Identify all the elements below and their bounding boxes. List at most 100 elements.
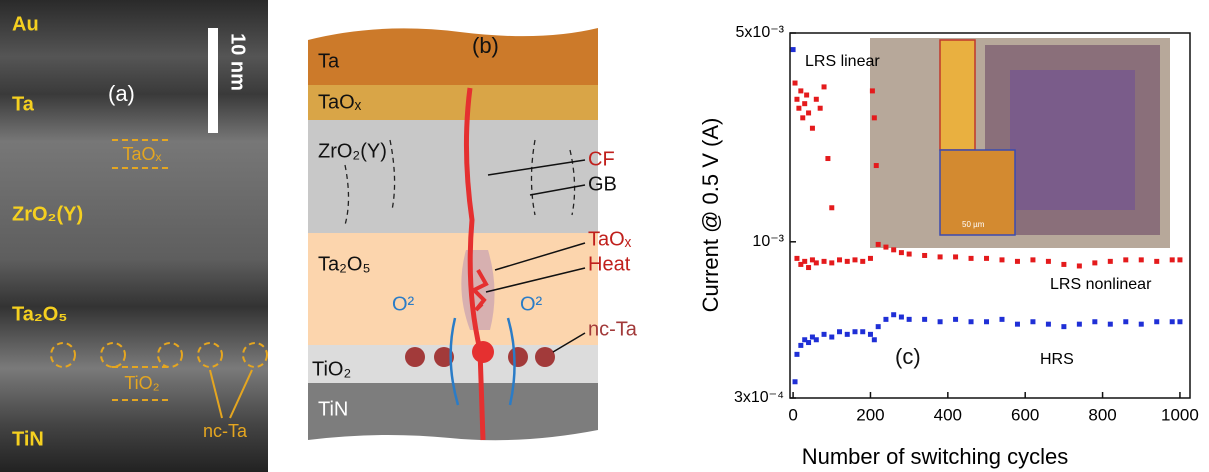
point xyxy=(1077,322,1082,327)
point xyxy=(938,254,943,259)
annotation: GB xyxy=(588,173,617,195)
point xyxy=(984,256,989,261)
y-tick-label: 3x10⁻⁴ xyxy=(734,389,784,406)
point xyxy=(1170,319,1175,324)
point xyxy=(1154,319,1159,324)
point xyxy=(793,81,798,86)
point xyxy=(969,256,974,261)
x-tick-label: 1000 xyxy=(1161,405,1199,424)
point xyxy=(802,101,807,106)
annotation: O² xyxy=(392,293,415,315)
point xyxy=(860,259,865,264)
point xyxy=(837,329,842,334)
panel-label: (b) xyxy=(472,33,499,58)
point xyxy=(1092,319,1097,324)
point xyxy=(829,260,834,265)
point xyxy=(1046,259,1051,264)
point xyxy=(804,93,809,98)
point xyxy=(969,319,974,324)
point xyxy=(822,84,827,89)
point xyxy=(876,324,881,329)
point xyxy=(825,156,830,161)
point xyxy=(860,329,865,334)
layer-label: Ta xyxy=(318,50,340,72)
layer-label: TiN xyxy=(12,428,44,450)
annotation: Heat xyxy=(588,253,631,275)
point xyxy=(984,319,989,324)
point xyxy=(1077,263,1082,268)
scale-label: 10 nm xyxy=(227,33,249,91)
point xyxy=(868,332,873,337)
point xyxy=(1092,260,1097,265)
layer-label: Au xyxy=(12,13,39,35)
point xyxy=(907,252,912,257)
annotation: nc-Ta xyxy=(203,421,248,441)
point xyxy=(794,97,799,102)
point xyxy=(829,335,834,340)
point xyxy=(883,317,888,322)
y-tick-label: 5x10⁻³ xyxy=(736,24,785,41)
layer-label: Ta₂O₅ xyxy=(12,303,67,325)
annotation: LRS linear xyxy=(805,53,880,70)
point xyxy=(1177,319,1182,324)
annotation: CF xyxy=(588,148,615,170)
point xyxy=(891,247,896,252)
point xyxy=(874,163,879,168)
point xyxy=(953,254,958,259)
point xyxy=(938,319,943,324)
point xyxy=(1139,257,1144,262)
point xyxy=(793,379,798,384)
point xyxy=(806,265,811,270)
x-tick-label: 400 xyxy=(934,405,962,424)
layer-label: TaOₓ xyxy=(318,91,362,113)
layer-label: Ta₂O₅ xyxy=(318,253,371,275)
point xyxy=(999,317,1004,322)
point xyxy=(899,315,904,320)
x-tick-label: 0 xyxy=(788,405,797,424)
point xyxy=(802,259,807,264)
point xyxy=(899,250,904,255)
x-tick-label: 200 xyxy=(856,405,884,424)
inset-scale: 50 µm xyxy=(962,220,985,229)
panel-a: Au Ta ZrO₂(Y) Ta₂O₅ TiN (a) 10 nm TaOₓ T… xyxy=(0,0,268,472)
annotation: O² xyxy=(520,293,543,315)
point xyxy=(1123,257,1128,262)
point xyxy=(791,47,796,52)
point xyxy=(891,312,896,317)
layer-label: ZrO₂(Y) xyxy=(12,203,83,225)
point xyxy=(845,332,850,337)
annotation: LRS nonlinear xyxy=(1050,276,1152,293)
layer-label: TiN xyxy=(318,398,348,420)
annotation: TiO₂ xyxy=(124,373,159,393)
point xyxy=(1061,324,1066,329)
layer-label: ZrO₂(Y) xyxy=(318,140,387,162)
point xyxy=(794,352,799,357)
point xyxy=(1154,259,1159,264)
panel-c: 50 µm (c) LRS linear LRS nonlinear HRS N… xyxy=(698,24,1199,469)
point xyxy=(798,343,803,348)
point xyxy=(806,110,811,115)
point xyxy=(868,256,873,261)
point xyxy=(800,115,805,120)
point xyxy=(876,242,881,247)
point xyxy=(806,340,811,345)
y-tick-label: 10⁻³ xyxy=(752,233,784,250)
panel-b: Ta TaOₓ ZrO₂(Y) Ta₂O₅ TiO₂ TiN (b) CF GB… xyxy=(308,28,638,440)
point xyxy=(922,317,927,322)
point xyxy=(814,260,819,265)
point xyxy=(1030,319,1035,324)
point xyxy=(796,106,801,111)
point xyxy=(818,106,823,111)
y-axis-label: Current @ 0.5 V (A) xyxy=(698,118,723,313)
annotation: HRS xyxy=(1040,351,1074,368)
annotation: nc-Ta xyxy=(588,318,638,340)
point xyxy=(922,253,927,258)
point xyxy=(953,317,958,322)
point xyxy=(1061,262,1066,267)
point xyxy=(798,88,803,93)
point xyxy=(822,259,827,264)
point xyxy=(870,88,875,93)
point xyxy=(852,257,857,262)
point xyxy=(883,245,888,250)
point xyxy=(829,205,834,210)
